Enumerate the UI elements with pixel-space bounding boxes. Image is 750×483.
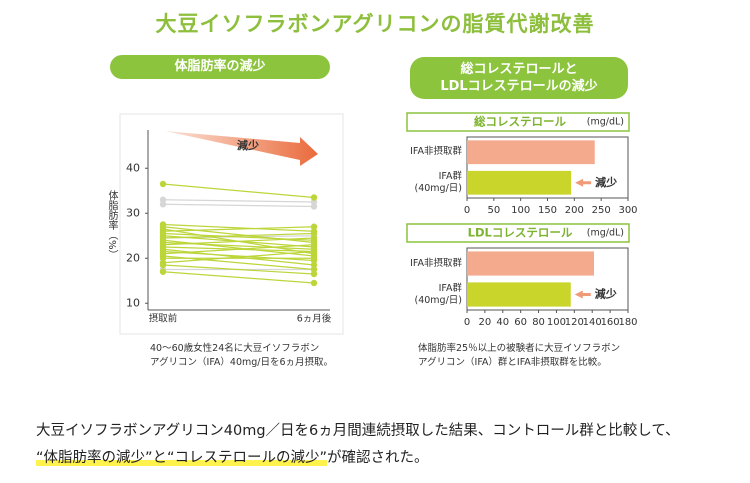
x-tick-label: 100 [547,317,566,328]
chart-header-box [406,112,630,132]
x-tick-label: 40 [496,317,509,328]
bar [467,282,571,307]
decrease-arrow [165,131,318,166]
category-label: IFA非摂取群 [410,257,462,269]
panel-header: 総コレステロールと LDLコレステロールの減少 [440,62,598,94]
subject-point [310,248,318,255]
subject-point [310,194,318,201]
caption: 40～60歳女性24名に大豆イソフラボン アグリコン（IFA）40mg/日を6ヵ… [150,343,334,368]
subject-point [159,196,167,203]
subject-line [162,250,315,264]
x-tick-label: 60 [514,317,527,328]
chart-header-box [406,223,630,243]
subject-line [162,250,315,262]
subject-point [310,266,318,273]
bar [467,251,595,276]
y-tick-label: 40 [126,161,140,174]
unit-label: (mg/dL) [587,117,624,128]
x-tick-label: 0 [464,317,470,328]
body-text-part: 大豆イソフラボンアグリコン40mg／日を6ヵ月間連続摂取した結果、コントロール群… [36,423,680,439]
subject-point [310,203,318,210]
x-tick-label: 20 [479,317,492,328]
subject-line [162,264,315,275]
y-tick-label: 30 [126,206,140,219]
x-tick-label: 160 [601,317,620,328]
subject-line [162,226,315,244]
subject-point [159,255,167,262]
subject-line [162,183,315,199]
x-tick-label: 300 [618,205,637,216]
subject-line [162,226,315,232]
annotation: 減少 [237,138,259,152]
x-tick-label: 120 [565,317,584,328]
subject-line [162,203,315,208]
unit-label: (mg/dL) [587,228,624,239]
pill-bg [410,57,628,99]
x-tick-label: 140 [583,317,602,328]
pill-bg [110,55,330,79]
subject-point [159,261,167,269]
x-tick-label: 摂取前 [149,313,178,325]
bar [467,170,572,195]
panel-header: 体脂肪率の減少 [174,59,266,74]
x-tick-label: 0 [464,205,470,216]
chart-title: 総コレステロール [474,115,566,129]
annotation-arrow [574,290,591,299]
panel-frame [119,113,344,335]
annotation: 減少 [595,175,617,189]
plot-frame [466,247,629,311]
subject-point [310,261,318,269]
subject-line [162,199,315,203]
subject-point [310,223,318,230]
subject-line [162,237,315,246]
x-tick-label: 80 [532,317,545,328]
x-tick-label: 6ヵ月後 [297,313,332,325]
body-text: 大豆イソフラボンアグリコン40mg／日を6ヵ月間連続摂取した結果、コントロール群… [36,418,736,472]
subject-point [310,234,318,242]
page-title: 大豆イソフラボンアグリコンの脂質代謝改善 [155,12,595,36]
subject-line [162,244,315,255]
category-label: IFA群 (40mg/日) [414,170,463,194]
x-tick-label: 250 [592,205,611,216]
bar [467,140,595,165]
category-label: IFA群 (40mg/日) [414,282,463,306]
x-tick-label: 180 [618,317,637,328]
subject-point [310,270,318,278]
y-tick-label: 20 [126,251,140,264]
subject-point [159,201,167,208]
category-label: IFA非摂取群 [410,146,462,158]
subject-point [159,180,167,188]
highlight-text: “体脂肪率の減少”と“コレステロールの減少” [36,450,328,466]
y-tick-label: 10 [126,296,140,309]
annotation-arrow [575,178,592,187]
x-tick-label: 100 [511,205,530,216]
subject-line [162,223,315,232]
subject-point [310,241,318,248]
x-tick-label: 50 [487,205,500,216]
annotation: 減少 [595,287,617,301]
x-tick-label: 150 [538,205,557,216]
subject-point [310,198,318,206]
subject-point [310,230,318,237]
y-axis-label: 体脂肪率（%） [106,190,117,260]
subject-point [310,279,318,287]
chart-title: LDLコレステロール [468,226,573,240]
subject-point [159,268,167,275]
caption: 体脂肪率25％以上の被験者に大豆イソフラボン アグリコン（IFA）群とIFA非摂… [418,343,621,368]
subject-point [310,255,318,262]
body-text-part: が確認された。 [327,450,429,466]
x-tick-label: 200 [565,205,584,216]
subject-line [162,232,315,239]
subject-line [162,271,315,284]
